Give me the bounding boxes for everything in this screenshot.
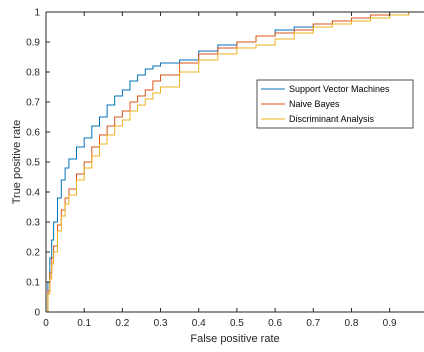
x-tick-label: 0.7 xyxy=(306,318,320,329)
y-tick-label: 0.8 xyxy=(26,68,40,79)
y-tick-label: 1 xyxy=(34,8,40,19)
x-tick-label: 0.9 xyxy=(383,318,397,329)
series-line-discriminant-analysis xyxy=(46,11,424,313)
y-axis-label: True positive rate xyxy=(11,120,23,205)
x-tick-label: 0.5 xyxy=(230,318,244,329)
y-tick-label: 0.2 xyxy=(26,248,40,259)
plot-area-background xyxy=(46,12,424,312)
x-tick-label: 0.1 xyxy=(77,318,91,329)
y-tick-label: 0.6 xyxy=(26,128,40,139)
legend-entry-label: Discriminant Analysis xyxy=(289,114,375,124)
x-tick-label: 0.6 xyxy=(268,318,282,329)
legend-entry-label: Naive Bayes xyxy=(289,99,340,109)
y-tick-label: 0.3 xyxy=(26,218,40,229)
legend-entry-label: Support Vector Machines xyxy=(289,84,390,94)
x-tick-label: 0.8 xyxy=(345,318,359,329)
ticks-group: 0 0.1 0.2 0.3 0.4 0.5 0.6 0.7 0.8 0.9 0 0.1 0.2 0.3 0.… xyxy=(26,8,397,330)
x-tick-label: 0 xyxy=(43,318,49,329)
y-tick-label: 0.7 xyxy=(26,98,40,109)
x-axis-label: False positive rate xyxy=(190,333,279,345)
y-tick-label: 0.4 xyxy=(26,188,40,199)
y-tick-label: 0.5 xyxy=(26,158,40,169)
series-group xyxy=(46,11,424,313)
x-tick-label: 0.4 xyxy=(192,318,206,329)
x-tick-label: 0.3 xyxy=(154,318,168,329)
y-tick-label: 0.9 xyxy=(26,38,40,49)
y-tick-label: 0 xyxy=(34,308,40,319)
x-tick-label: 0.2 xyxy=(115,318,129,329)
y-tick-label: 0.1 xyxy=(26,278,40,289)
legend: Support Vector Machines Naive Bayes Discri… xyxy=(256,79,414,129)
